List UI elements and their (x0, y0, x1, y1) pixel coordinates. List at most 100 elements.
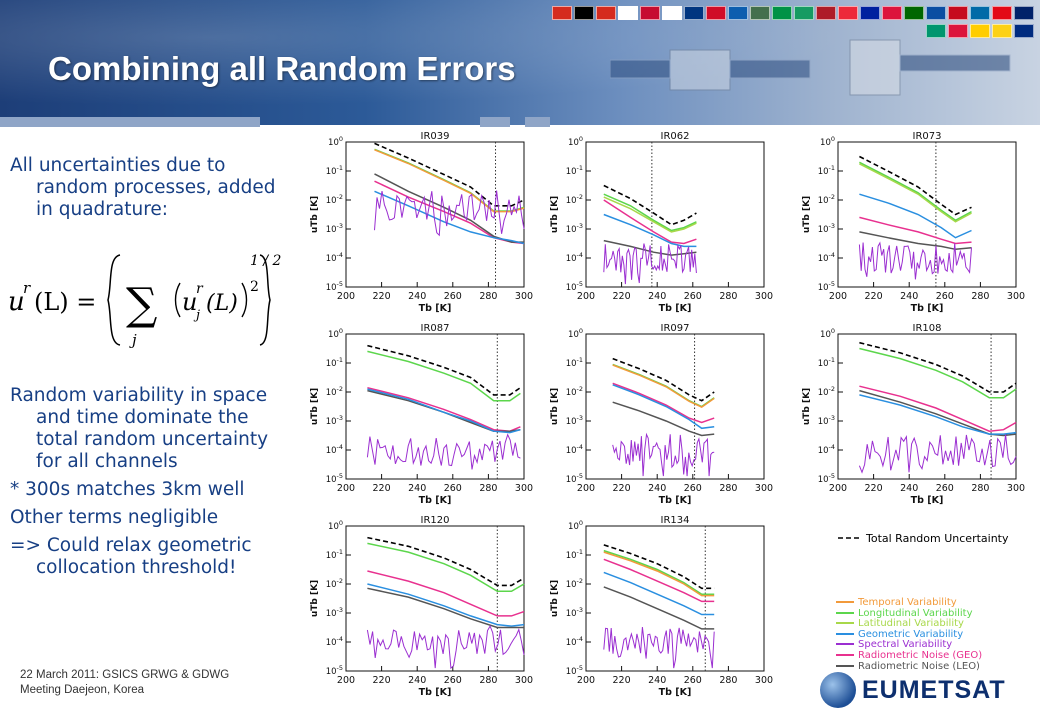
series-line-geometric (367, 388, 521, 434)
x-tick-label: 280 (719, 483, 737, 494)
legend-swatch (836, 622, 854, 625)
x-tick-label: 200 (337, 675, 355, 686)
formula-open-paren (174, 282, 181, 318)
header-divider-block (480, 117, 510, 127)
x-axis-label: Tb [K] (659, 495, 692, 506)
plot-frame (585, 141, 765, 288)
legend-swatch (836, 632, 854, 635)
series-line-spectral (612, 432, 715, 477)
chart-title: IR097 (661, 323, 690, 334)
series-line-geometric (603, 571, 715, 616)
member-flags-row (552, 6, 1034, 20)
x-tick-label: 240 (900, 483, 918, 494)
chart-panel-ir108: IR108 200 220 240 260 280 300 100 10-1 10-2 10-3 10… (800, 322, 1026, 507)
legend-item: Radiometric Noise (LEO) (836, 660, 1036, 673)
chart-svg: IR120 200 220 240 260 280 300 100 10-1 10-2 10-3 10… (310, 515, 533, 698)
legend-item: Radiometric Noise (GEO) (836, 649, 1036, 662)
x-tick-label: 300 (755, 675, 773, 686)
x-tick-label: 220 (865, 483, 883, 494)
country-flag (662, 6, 682, 20)
y-tick-label: 10-3 (326, 414, 343, 427)
y-tick-label: 10-3 (566, 414, 583, 427)
series-line-noise_geo (603, 558, 715, 603)
y-axis-label: uTb [K] (802, 388, 812, 425)
country-flag (838, 6, 858, 20)
legend-label: Radiometric Noise (LEO) (858, 660, 980, 672)
y-tick-label: 10-5 (566, 280, 583, 293)
chart-panel-ir097: IR097 200 220 240 260 280 300 100 10-1 10-2 10-3 10… (548, 322, 774, 507)
country-flag (926, 24, 946, 38)
country-flag (904, 6, 924, 20)
x-tick-label: 240 (900, 291, 918, 302)
y-axis-label: uTb [K] (310, 388, 320, 425)
chart-svg: IR062 200 220 240 260 280 300 100 10-1 10-2 10-3 10… (550, 131, 773, 314)
legend-components: Temporal Variability Longitudinal Variabi… (836, 597, 1036, 673)
y-tick-label: 10-4 (326, 635, 343, 648)
chart-svg: IR108 200 220 240 260 280 300 100 10-1 10-2 10-3 10… (802, 323, 1025, 506)
chart-svg: IR087 200 220 240 260 280 300 100 10-1 10-2 10-3 10… (310, 323, 533, 506)
formula-close-paren (241, 282, 248, 318)
x-axis-label: Tb [K] (659, 303, 692, 314)
y-tick-label: 10-5 (818, 280, 835, 293)
series-line-noise_leo (603, 586, 715, 630)
eumetsat-logo: EUMETSAT (820, 670, 1035, 710)
legend-item: Spectral Variability (836, 640, 1036, 651)
y-tick-label: 10-4 (326, 443, 343, 456)
bullet-300s: * 300s matches 3km well (10, 479, 245, 500)
y-tick-label: 10-2 (326, 577, 343, 590)
y-tick-label: 10-4 (566, 443, 583, 456)
slide-bullets: Random variability in space and time dom… (10, 385, 295, 585)
series-line-noise_leo (859, 231, 972, 251)
bullet-other-terms: Other terms negligible (10, 507, 219, 528)
series-line-noise_leo (859, 389, 1017, 437)
chart-title: IR039 (421, 131, 450, 142)
y-tick-label: 10-4 (566, 251, 583, 264)
y-tick-label: 10-4 (326, 251, 343, 264)
series-line-spectral (858, 434, 1017, 474)
formula-index: j (129, 331, 137, 349)
country-flag (882, 6, 902, 20)
footer-line-2: Meeting Daejeon, Korea (20, 684, 145, 696)
x-axis-label: Tb [K] (419, 303, 452, 314)
x-tick-label: 300 (755, 291, 773, 302)
formula-inner-sup: r (196, 281, 204, 297)
bullet-relax-threshold: => Could relax geometric collocation thr… (10, 535, 252, 578)
x-tick-label: 280 (479, 675, 497, 686)
legend-total-label: Total Random Uncertainty (865, 532, 1009, 545)
y-axis-label: uTb [K] (550, 196, 560, 233)
series-line-noise_geo (859, 216, 972, 245)
x-tick-label: 300 (755, 483, 773, 494)
series-line-longitudinal (859, 347, 1017, 399)
country-flag (706, 6, 726, 20)
formula-sum: ∑ (126, 279, 157, 330)
series-line-total (374, 142, 525, 207)
formula-inner-arg: (L) (206, 291, 238, 316)
x-axis-label: Tb [K] (419, 495, 452, 506)
x-tick-label: 200 (337, 291, 355, 302)
series-line-spectral (858, 241, 972, 280)
y-tick-label: 10-5 (326, 280, 343, 293)
y-tick-label: 10-5 (326, 472, 343, 485)
y-tick-label: 10-2 (566, 193, 583, 206)
globe-icon (820, 672, 856, 708)
series-line-total (367, 536, 525, 587)
x-tick-label: 220 (373, 291, 391, 302)
x-tick-label: 200 (577, 483, 595, 494)
chart-title: IR062 (661, 131, 690, 142)
y-tick-label: 10-1 (566, 164, 583, 177)
chart-title: IR087 (421, 323, 450, 334)
x-tick-label: 300 (515, 675, 533, 686)
series-line-total (367, 344, 521, 396)
legend-label: Radiometric Noise (GEO) (858, 649, 983, 661)
x-tick-label: 200 (577, 291, 595, 302)
x-tick-label: 280 (971, 483, 989, 494)
country-flag (860, 6, 880, 20)
series-line-total (859, 341, 1017, 393)
x-tick-label: 260 (684, 291, 702, 302)
y-tick-label: 10-5 (566, 664, 583, 677)
header-divider-block (525, 117, 550, 127)
y-tick-label: 10-2 (326, 193, 343, 206)
series-line-longitudinal (859, 161, 972, 222)
x-tick-label: 220 (613, 291, 631, 302)
country-flag (574, 6, 594, 20)
